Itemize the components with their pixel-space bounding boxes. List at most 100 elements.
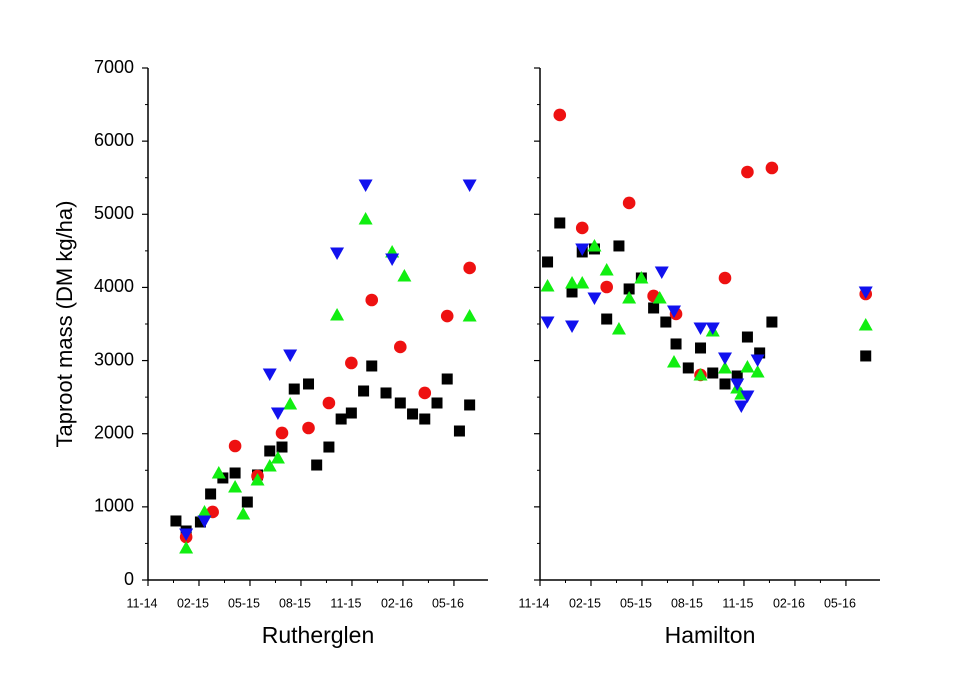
x-tick-label: 11-15 (722, 596, 753, 610)
y-tick-label: 6000 (94, 130, 134, 150)
point (741, 165, 754, 179)
point (540, 316, 555, 330)
x-axis-label: Hamilton (665, 622, 756, 648)
y-tick-label: 5000 (94, 203, 134, 223)
point (622, 196, 636, 210)
point (693, 367, 708, 381)
point (600, 280, 613, 294)
point (283, 349, 298, 363)
point (323, 441, 335, 453)
x-tick-label: 11-14 (518, 596, 549, 610)
point (670, 338, 682, 350)
point (554, 217, 566, 229)
x-tick-label: 02-15 (177, 596, 209, 610)
x-axis-label: Rutherglen (262, 622, 375, 648)
point (740, 390, 755, 403)
x-tick-label: 05-16 (432, 596, 464, 610)
point (693, 322, 708, 336)
point (750, 364, 765, 378)
y-tick-label: 0 (124, 569, 134, 589)
point (613, 240, 625, 252)
point (250, 473, 265, 486)
point (311, 459, 323, 471)
x-tick-label: 08-15 (279, 596, 311, 610)
point (358, 179, 373, 193)
point (262, 458, 277, 472)
point (695, 342, 707, 354)
x-tick-label: 02-15 (569, 596, 601, 610)
point (302, 421, 315, 435)
point (566, 286, 578, 298)
point (179, 541, 194, 554)
point (858, 318, 873, 331)
point (441, 373, 453, 385)
point (750, 354, 765, 367)
x-tick-label: 05-15 (620, 596, 652, 610)
point (394, 397, 406, 409)
point (453, 425, 465, 437)
point (575, 243, 590, 256)
point (358, 385, 370, 397)
point (288, 383, 300, 395)
point (179, 528, 194, 541)
point (623, 283, 635, 295)
x-tick-label: 11-14 (126, 596, 157, 610)
point (587, 292, 602, 305)
point (397, 269, 412, 282)
point (228, 439, 242, 453)
point (611, 321, 626, 335)
point (565, 320, 580, 333)
point (718, 271, 732, 285)
x-tick-label: 02-16 (773, 596, 805, 610)
point (330, 247, 345, 260)
point (622, 290, 637, 304)
x-tick-label: 11-15 (330, 596, 361, 610)
point (419, 413, 431, 425)
x-tick-label: 08-15 (671, 596, 703, 610)
point (734, 400, 749, 413)
point (575, 221, 589, 235)
point (194, 516, 206, 528)
point (366, 360, 378, 372)
point (229, 467, 241, 479)
point (464, 399, 476, 411)
point (276, 441, 288, 453)
point (740, 360, 755, 373)
point (303, 378, 315, 390)
point (270, 407, 285, 421)
point (170, 515, 182, 527)
point (860, 350, 872, 362)
point (765, 161, 779, 175)
point (858, 286, 873, 299)
x-tick-label: 05-16 (824, 596, 856, 610)
point (462, 179, 477, 193)
point (236, 507, 251, 520)
point (283, 397, 298, 410)
point (707, 367, 719, 379)
point (322, 396, 336, 410)
point (275, 426, 289, 440)
point (599, 263, 614, 276)
point (463, 261, 476, 275)
point (766, 316, 778, 328)
point (705, 322, 720, 336)
y-tick-label: 3000 (94, 349, 134, 369)
point (418, 386, 432, 400)
point (741, 331, 753, 343)
point (462, 309, 477, 322)
point (565, 275, 580, 289)
point (754, 347, 766, 359)
point (634, 270, 649, 284)
point (652, 290, 667, 304)
point (587, 238, 602, 252)
x-tick-label: 05-15 (228, 596, 260, 610)
point (365, 293, 379, 307)
point (205, 488, 217, 500)
point (431, 397, 443, 409)
point (241, 496, 253, 508)
y-tick-label: 4000 (94, 276, 134, 296)
y-tick-label: 1000 (94, 496, 134, 516)
point (330, 308, 345, 321)
point (542, 256, 554, 268)
